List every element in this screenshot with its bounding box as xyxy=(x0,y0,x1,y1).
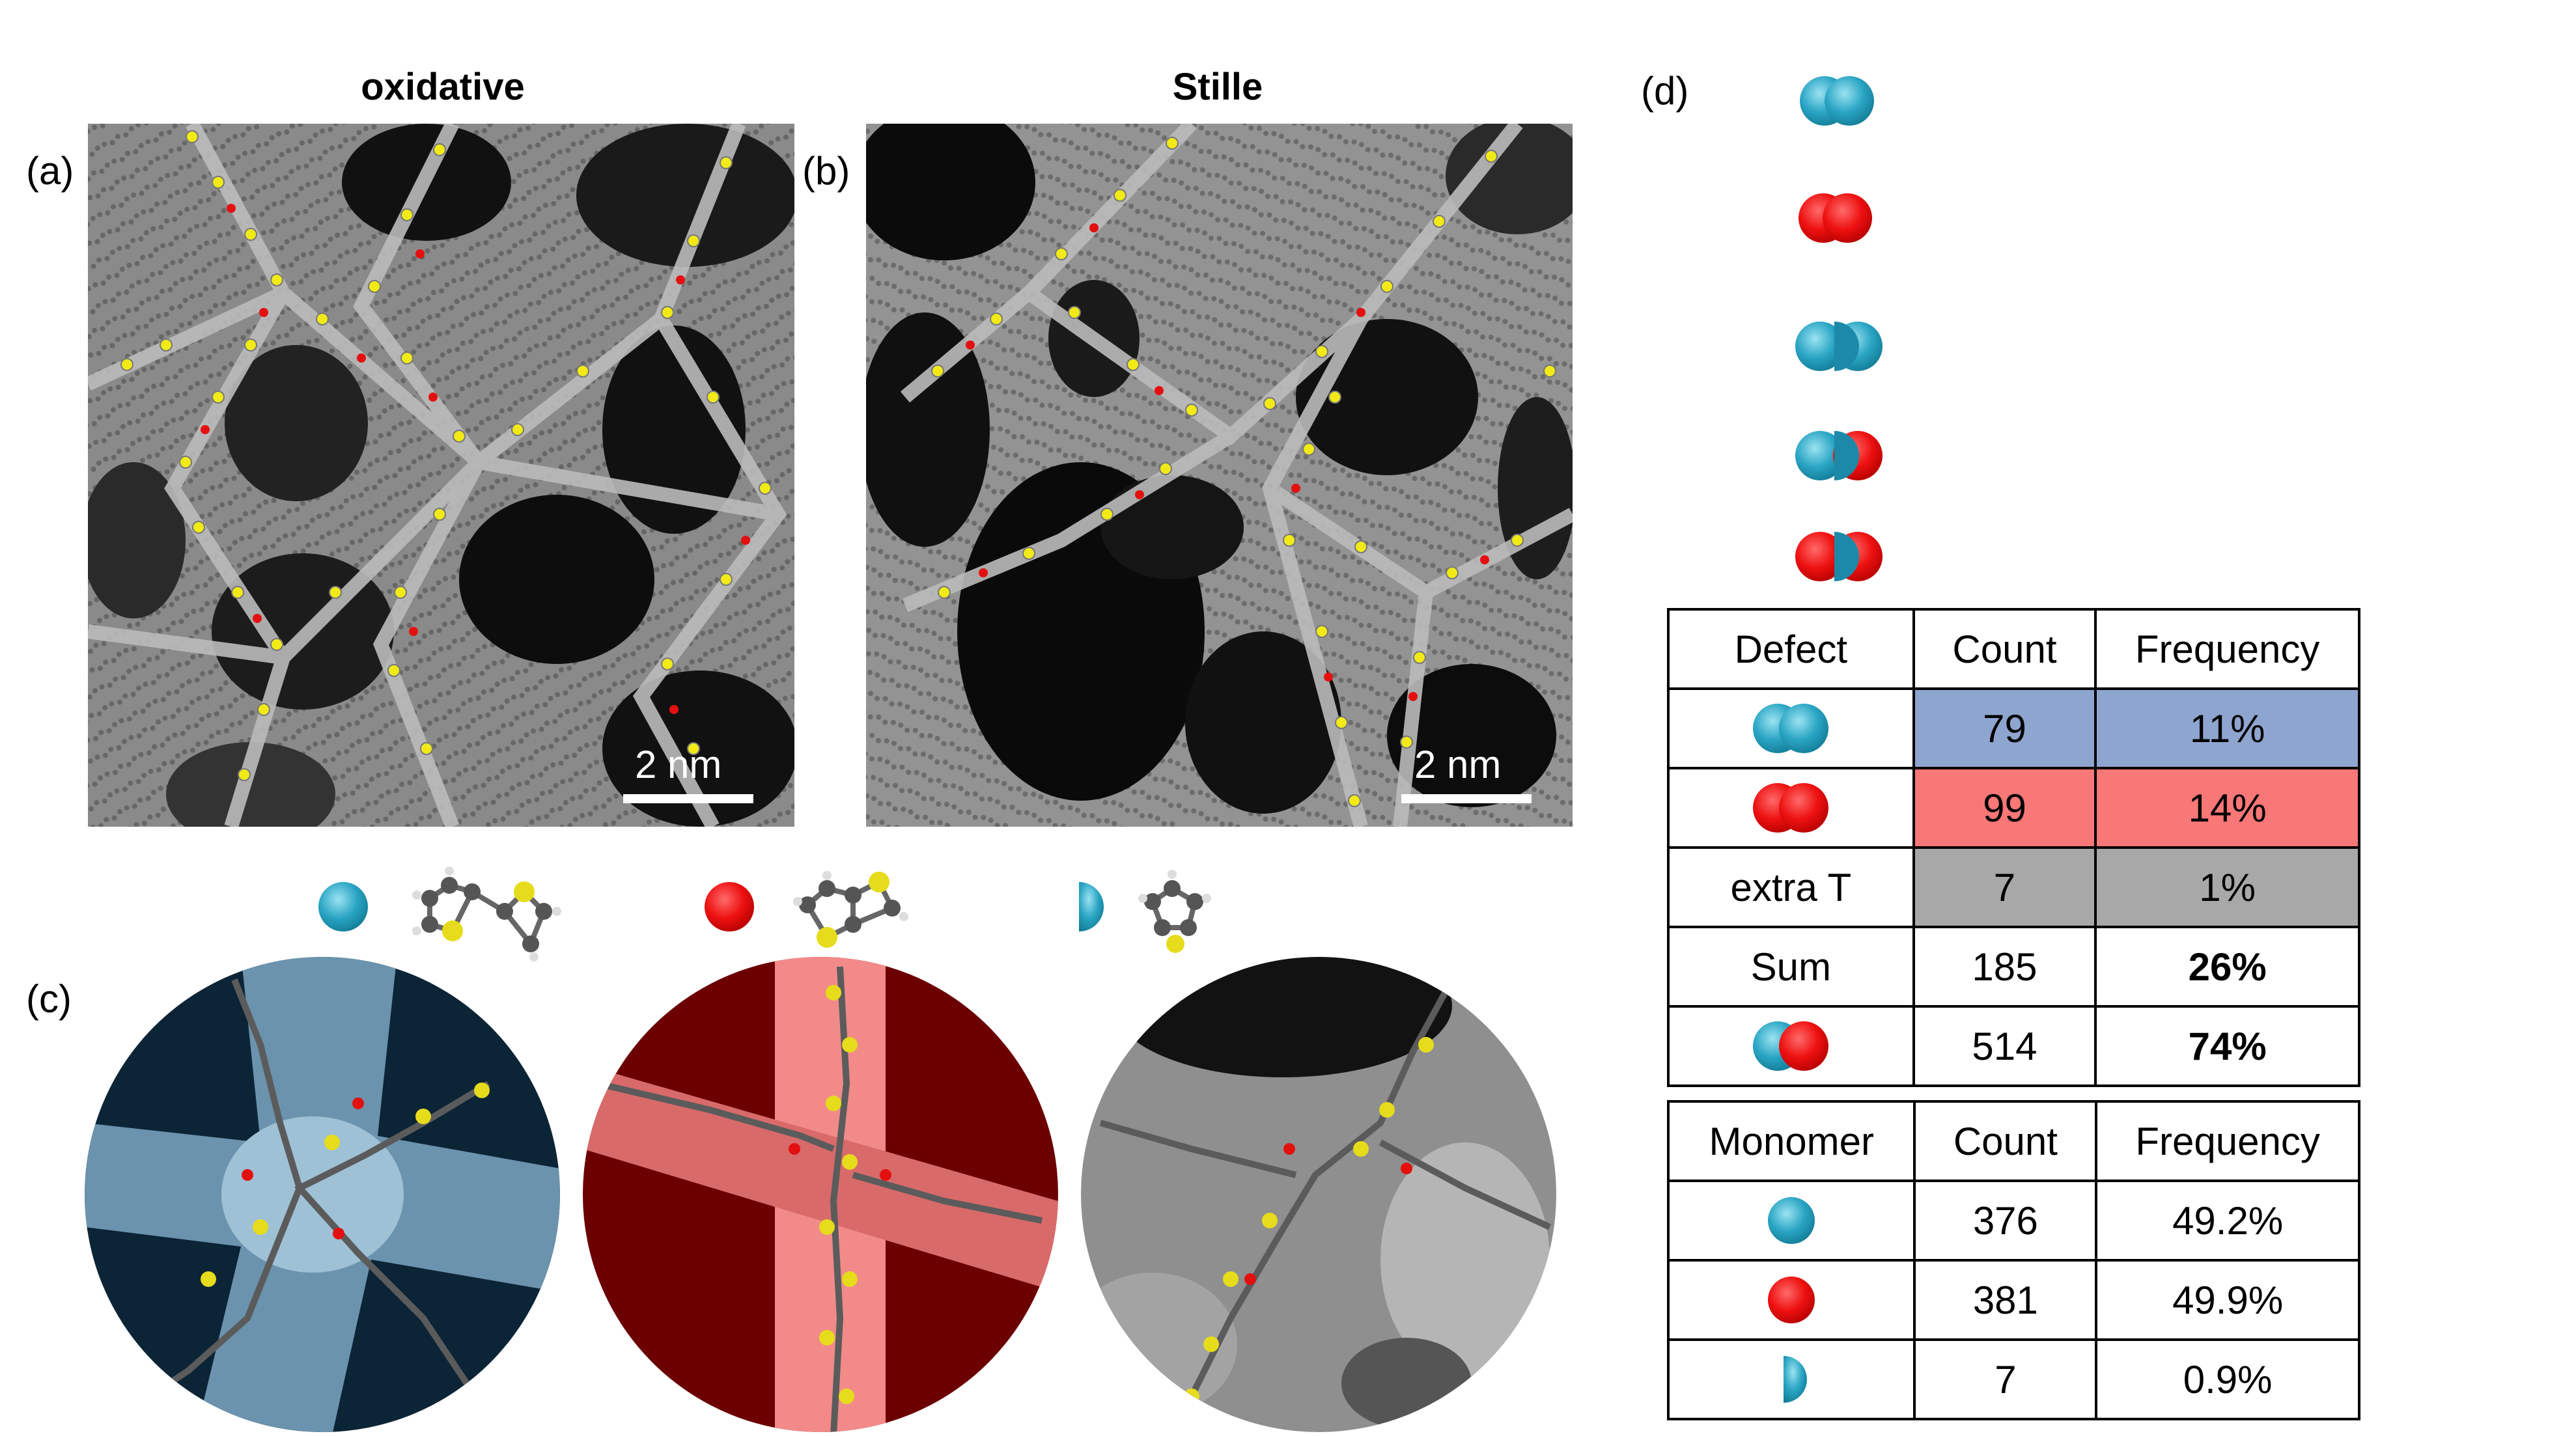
panel-label-d: (d) xyxy=(1641,69,1689,113)
monomer-table: Monomer Count Frequency 376 49.2% 381 49… xyxy=(1666,1100,2360,1420)
count-cell: 99 xyxy=(1912,767,2097,849)
bithiophene-molecule-icon xyxy=(412,866,561,961)
frequency-header: Frequency xyxy=(2094,608,2360,690)
scale-bar-b xyxy=(1401,794,1532,803)
table-row: 7 0.9% xyxy=(1666,1338,2360,1420)
red-circle-icon xyxy=(705,882,754,932)
panel-a-title: oxidative xyxy=(361,66,525,108)
red-half-red-icon xyxy=(1795,532,1883,581)
count-cell: 376 xyxy=(1913,1180,2098,1262)
blue-red-pair-icon xyxy=(1753,1021,1829,1071)
scale-label-b: 2 nm xyxy=(1414,743,1502,786)
table-row: extra T 7 1% xyxy=(1667,846,2360,928)
frequency-cell: 74% xyxy=(2094,1005,2360,1087)
blue-half-circle-icon xyxy=(1079,882,1104,932)
frequency-cell: 11% xyxy=(2094,687,2360,769)
table-row: 79 11% xyxy=(1667,687,2360,769)
defect-cell xyxy=(1667,687,1915,769)
panel-b-title: Stille xyxy=(1172,66,1263,108)
defect-cell: extra T xyxy=(1667,846,1915,928)
frequency-cell: 14% xyxy=(2094,767,2360,849)
zoom-circles xyxy=(85,957,1556,1432)
frequency-cell: 1% xyxy=(2094,846,2360,928)
scale-label-a: 2 nm xyxy=(635,743,722,786)
frequency-cell: 49.9% xyxy=(2095,1259,2360,1341)
zoom-circle-red xyxy=(583,957,1058,1432)
defect-table: Defect Count Frequency 79 11% 99 14% ext… xyxy=(1667,608,2360,1087)
table-row: Sum 185 26% xyxy=(1667,926,2360,1008)
count-header: Count xyxy=(1912,608,2097,690)
count-header: Count xyxy=(1913,1100,2098,1182)
monomer-header: Monomer xyxy=(1666,1100,1916,1182)
panel-label-c: (c) xyxy=(26,977,72,1021)
defect-cell: Sum xyxy=(1667,926,1915,1008)
thiophene-molecule-icon xyxy=(1138,870,1211,953)
monomer-key xyxy=(318,866,1211,961)
red-red-pair-icon xyxy=(1799,193,1872,243)
red-red-pair-icon xyxy=(1753,783,1829,833)
zoom-circle-grey xyxy=(1081,957,1556,1432)
scale-bar-a xyxy=(623,794,753,803)
count-cell: 7 xyxy=(1913,1338,2098,1420)
red-circle-icon xyxy=(1768,1277,1815,1323)
count-cell: 79 xyxy=(1912,687,2097,769)
monomer-cell xyxy=(1666,1338,1916,1420)
frequency-header: Frequency xyxy=(2095,1100,2360,1182)
blue-half-blue-icon xyxy=(1795,322,1883,371)
blue-half-circle-icon xyxy=(1784,1356,1808,1403)
panel-label-b: (b) xyxy=(802,149,850,193)
count-cell: 381 xyxy=(1913,1259,2098,1341)
blue-blue-pair-icon xyxy=(1800,76,1874,126)
blue-circle-icon xyxy=(318,882,368,932)
frequency-cell: 0.9% xyxy=(2095,1338,2360,1420)
thienothiophene-molecule-icon xyxy=(793,871,908,948)
count-cell: 185 xyxy=(1912,926,2097,1008)
stm-image-stille: 2 nm xyxy=(866,124,1573,827)
defect-cell xyxy=(1667,1005,1915,1087)
defect-cell xyxy=(1667,767,1915,849)
table-row: 381 49.9% xyxy=(1666,1259,2360,1341)
table-row: 99 14% xyxy=(1667,767,2360,849)
table-row: 514 74% xyxy=(1667,1005,2360,1087)
zoom-circle-blue xyxy=(85,957,560,1432)
defect-legend xyxy=(1795,76,1883,581)
blue-circle-icon xyxy=(1768,1197,1815,1244)
blue-blue-pair-icon xyxy=(1753,704,1829,753)
count-cell: 514 xyxy=(1912,1005,2097,1087)
blue-half-red-icon xyxy=(1795,431,1883,480)
panel-label-a: (a) xyxy=(26,149,74,193)
count-cell: 7 xyxy=(1912,846,2097,928)
defect-header: Defect xyxy=(1667,608,1915,690)
monomer-cell xyxy=(1666,1259,1916,1341)
frequency-cell: 49.2% xyxy=(2095,1180,2360,1262)
table-row: 376 49.2% xyxy=(1666,1180,2360,1262)
frequency-cell: 26% xyxy=(2094,926,2360,1008)
stm-image-oxidative: 2 nm xyxy=(88,124,794,827)
monomer-cell xyxy=(1666,1180,1916,1262)
